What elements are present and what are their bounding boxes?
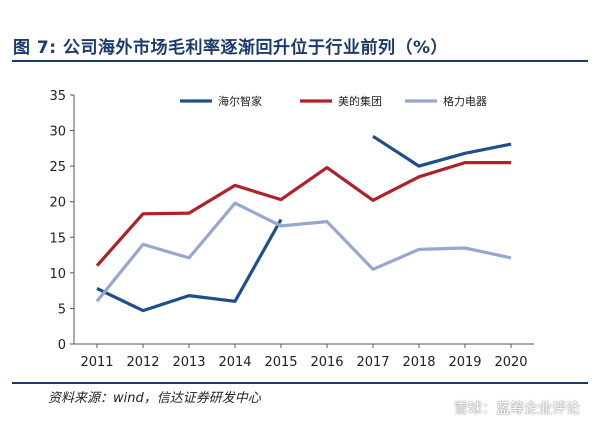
watermark: 雪球：蓝筹企业评论	[454, 401, 580, 417]
source-rule	[12, 382, 588, 384]
chart-axes: 0 5 10 15 20 25 30 35 2011 2012 2013 2014 2015 2016 20…	[49, 89, 534, 370]
y-tick-label: 20	[49, 196, 66, 211]
y-tick-label: 35	[49, 89, 66, 104]
y-tick-label: 30	[49, 125, 66, 140]
series-line-格力电器	[95, 201, 512, 303]
series-line-海尔智家	[372, 134, 512, 168]
title-rule	[12, 60, 588, 62]
x-tick-label: 2011	[80, 355, 113, 370]
series-line-海尔智家	[96, 218, 283, 313]
x-tick-label: 2012	[126, 355, 159, 370]
y-tick-label: 15	[49, 231, 66, 246]
series-line-美的集团	[95, 161, 511, 267]
x-tick-label: 2020	[494, 355, 527, 370]
x-tick-label: 2015	[264, 355, 297, 370]
x-tick-label: 2013	[172, 355, 205, 370]
y-tick-label: 10	[49, 267, 66, 282]
source-note: 资料来源：wind，信达证券研发中心	[48, 391, 261, 406]
legend-label: 格力电器	[443, 94, 487, 108]
legend-label: 美的集团	[338, 94, 382, 108]
x-tick-label: 2014	[218, 355, 251, 370]
x-tick-label: 2019	[448, 355, 481, 370]
x-tick-label: 2018	[402, 355, 435, 370]
x-tick-label: 2016	[310, 355, 343, 370]
x-tick-label: 2017	[356, 355, 389, 370]
y-tick-label: 5	[58, 302, 66, 317]
legend-label: 海尔智家	[218, 94, 262, 108]
chart-title: 图 7: 公司海外市场毛利率逐渐回升位于行业前列（%）	[13, 38, 448, 58]
chart-legend: 海尔智家 美的集团 格力电器	[180, 94, 487, 108]
y-tick-label: 25	[49, 160, 66, 175]
y-tick-label: 0	[58, 338, 66, 353]
series-lines	[95, 134, 512, 313]
